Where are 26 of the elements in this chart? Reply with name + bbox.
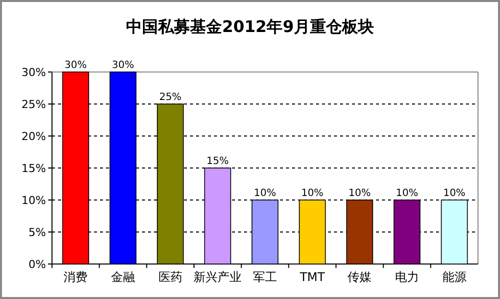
- y-tick-label: 5%: [28, 226, 46, 239]
- y-tick-label: 0%: [28, 258, 46, 271]
- x-tick-label: 军工: [253, 270, 277, 284]
- data-label: 10%: [348, 188, 371, 199]
- data-label: 10%: [396, 188, 418, 199]
- y-tick-label: 30%: [22, 66, 46, 79]
- x-tick-label: 消费: [64, 270, 88, 284]
- x-tick-label: 电力: [395, 270, 419, 284]
- x-tick-label: 医药: [158, 270, 182, 284]
- x-tick-label: TMT: [298, 270, 326, 284]
- data-label: 10%: [443, 188, 466, 199]
- data-label: 25%: [159, 92, 182, 103]
- y-tick-label: 20%: [22, 130, 46, 143]
- data-label: 30%: [112, 60, 134, 71]
- x-tick-label: 金融: [111, 270, 135, 284]
- data-label: 30%: [64, 60, 87, 71]
- chart-title: 中国私募基金2012年9月重仓板块: [126, 17, 374, 36]
- x-tick-label: 能源: [442, 270, 466, 284]
- data-label: 10%: [301, 188, 324, 199]
- x-tick-label: 新兴产业: [194, 270, 242, 284]
- y-tick-label: 15%: [22, 162, 46, 175]
- y-tick-label: 10%: [22, 194, 46, 207]
- data-label: 10%: [254, 188, 276, 199]
- x-tick-label: 传媒: [348, 270, 372, 284]
- data-label: 15%: [206, 156, 229, 167]
- y-tick-label: 25%: [22, 98, 46, 111]
